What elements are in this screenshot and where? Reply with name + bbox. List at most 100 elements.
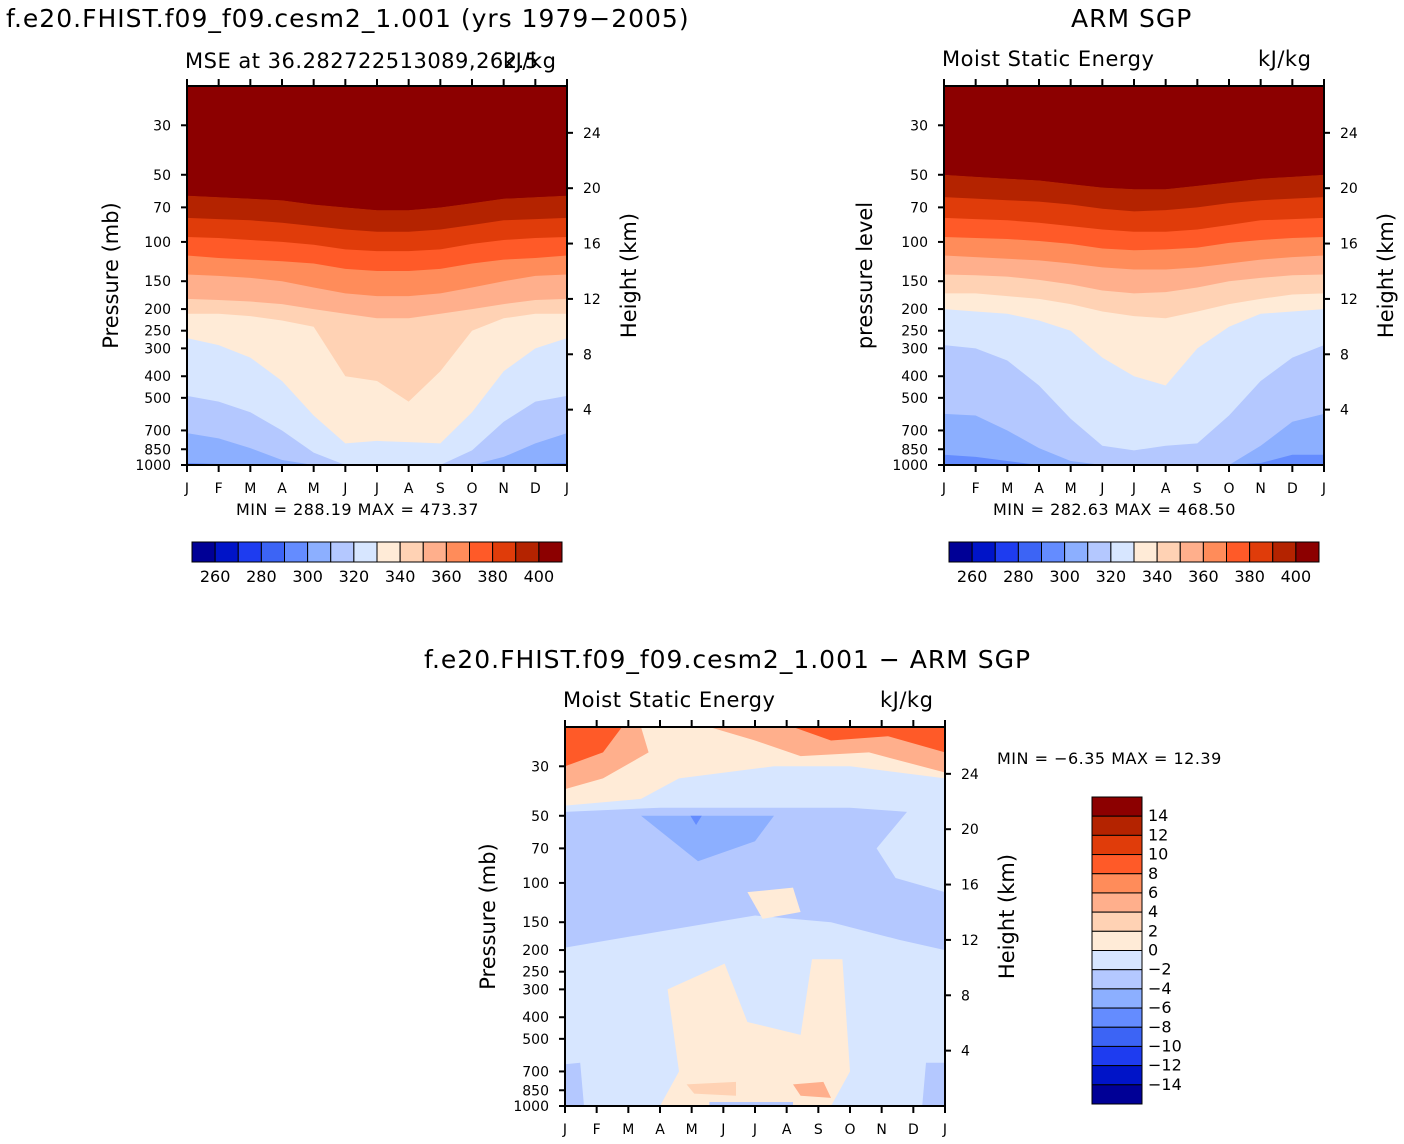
model-ytick-label: 1000 (135, 458, 171, 474)
obs-xtick-label: M (1001, 481, 1013, 497)
obs-ylabel: pressure level (853, 202, 877, 349)
model-panel-units-label: kJ/kg (503, 49, 557, 73)
diff-min-max: MIN = −6.35 MAX = 12.39 (997, 749, 1222, 768)
diff-colorbar-swatch (1091, 854, 1143, 875)
model-ytick-label: 30 (153, 118, 171, 134)
obs-y2tick-label: 16 (1340, 237, 1358, 253)
model-case-title: f.e20.FHIST.f09_f09.cesm2_1.001 (yrs 197… (6, 4, 690, 33)
diff-warm-top-d (793, 727, 945, 753)
model-ytick-label: 850 (144, 442, 171, 458)
obs-xtick-label: O (1223, 481, 1234, 497)
diff-colorbar-label: −6 (1148, 998, 1172, 1017)
model-panel-left-label: MSE at 36.282722513089,262.5 (185, 49, 539, 73)
diff-xtick-label: M (622, 1122, 634, 1138)
model-colorbar-swatch (376, 541, 401, 563)
diff-colorbar-label: −14 (1148, 1075, 1182, 1094)
obs-ytick-label: 1000 (892, 458, 928, 474)
obs-colorbar-swatch (994, 541, 1019, 563)
diff-xtick-label: A (655, 1122, 665, 1138)
diff-cool-left (565, 1062, 584, 1106)
obs-y2tick-label: 12 (1340, 292, 1358, 308)
diff-y2tick-label: 12 (961, 933, 979, 949)
obs-y2label: Height (km) (1374, 213, 1398, 338)
model-y2tick-label: 20 (583, 181, 601, 197)
obs-xtick-label: N (1255, 481, 1265, 497)
model-ytick-label: 300 (144, 341, 171, 357)
obs-y2tick-label: 24 (1340, 126, 1358, 142)
diff-warm-low-b (793, 1081, 831, 1098)
obs-ytick-label: 250 (901, 324, 928, 340)
model-y2tick-label: 24 (583, 126, 601, 142)
model-colorbar-label: 300 (292, 567, 323, 586)
model-ytick-label: 100 (144, 235, 171, 251)
obs-colorbar-swatch (1041, 541, 1066, 563)
obs-xtick-label: S (1193, 481, 1202, 497)
difference-title: f.e20.FHIST.f09_f09.cesm2_1.001 − ARM SG… (424, 645, 1032, 674)
model-ytick-label: 200 (144, 302, 171, 318)
diff-cool-right (922, 1062, 945, 1106)
obs-colorbar-swatch (1017, 541, 1042, 563)
diff-colorbar-label: 0 (1148, 941, 1158, 960)
diff-ytick-label: 500 (522, 1032, 549, 1048)
diff-warm-top-b (565, 727, 622, 767)
model-min-max: MIN = 288.19 MAX = 473.37 (236, 500, 479, 519)
obs-ytick-label: 700 (901, 423, 928, 439)
obs-xtick-label: F (972, 481, 980, 497)
model-colorbar-swatch (422, 541, 447, 563)
obs-xtick-label: D (1287, 481, 1298, 497)
model-colorbar-label: 260 (200, 567, 231, 586)
model-y2tick-label: 12 (583, 292, 601, 308)
model-colorbar-swatch (191, 541, 216, 563)
model-ytick-label: 400 (144, 369, 171, 385)
diff-colorbar-swatch (1091, 969, 1143, 990)
diff-ytick-label: 400 (522, 1010, 549, 1026)
model-y2tick-label: 8 (583, 347, 592, 363)
model-y2tick-label: 16 (583, 237, 601, 253)
diff-ytick-label: 100 (522, 876, 549, 892)
diff-colorbar-label: 6 (1148, 883, 1158, 902)
diff-xtick-label: S (814, 1122, 823, 1138)
model-xtick-label: M (308, 481, 320, 497)
diff-ytick-label: 300 (522, 982, 549, 998)
diff-y2tick-label: 24 (961, 767, 979, 783)
obs-ytick-label: 30 (910, 118, 928, 134)
obs-colorbar-label: 300 (1049, 567, 1080, 586)
diff-ytick-label: 200 (522, 943, 549, 959)
model-colorbar-swatch (469, 541, 494, 563)
obs-colorbar-swatch (1226, 541, 1251, 563)
model-xtick-label: N (498, 481, 508, 497)
model-y2tick-label: 4 (583, 403, 592, 419)
model-colorbar-swatch (492, 541, 517, 563)
model-y2label: Height (km) (617, 213, 641, 338)
diff-cool-core (641, 815, 774, 862)
diff-panel-units-label: kJ/kg (880, 688, 934, 712)
diff-colorbar-swatch (1091, 1007, 1143, 1028)
model-xtick-label: A (404, 481, 414, 497)
obs-xtick-label: J (1321, 481, 1326, 497)
diff-y2tick-label: 4 (961, 1044, 970, 1060)
model-colorbar: 260 280 300 320 340 360 380 400 (191, 541, 563, 586)
diff-warm-blob (747, 887, 801, 919)
obs-ytick-label: 850 (901, 442, 928, 458)
model-xtick-label: D (530, 481, 541, 497)
diff-xtick-label: J (752, 1122, 757, 1138)
obs-colorbar-swatch (1295, 541, 1320, 563)
model-xtick-label: J (564, 481, 569, 497)
obs-colorbar-label: 280 (1003, 567, 1034, 586)
model-ytick-label: 150 (144, 274, 171, 290)
diff-xtick-label: F (593, 1122, 601, 1138)
diff-xtick-label: J (720, 1122, 725, 1138)
model-colorbar-label: 340 (385, 567, 416, 586)
diff-y2tick-label: 20 (961, 822, 979, 838)
model-colorbar-label: 380 (477, 567, 508, 586)
obs-colorbar-swatch (1087, 541, 1112, 563)
contour-band-top (944, 86, 1324, 190)
diff-cool-mid (565, 807, 945, 951)
obs-ytick-label: 200 (901, 302, 928, 318)
diff-xtick-label: A (782, 1122, 792, 1138)
model-xtick-label: J (184, 481, 189, 497)
diff-colorbar-swatch (1091, 1026, 1143, 1047)
diff-xtick-label: N (876, 1122, 886, 1138)
obs-xtick-label: J (1131, 481, 1136, 497)
